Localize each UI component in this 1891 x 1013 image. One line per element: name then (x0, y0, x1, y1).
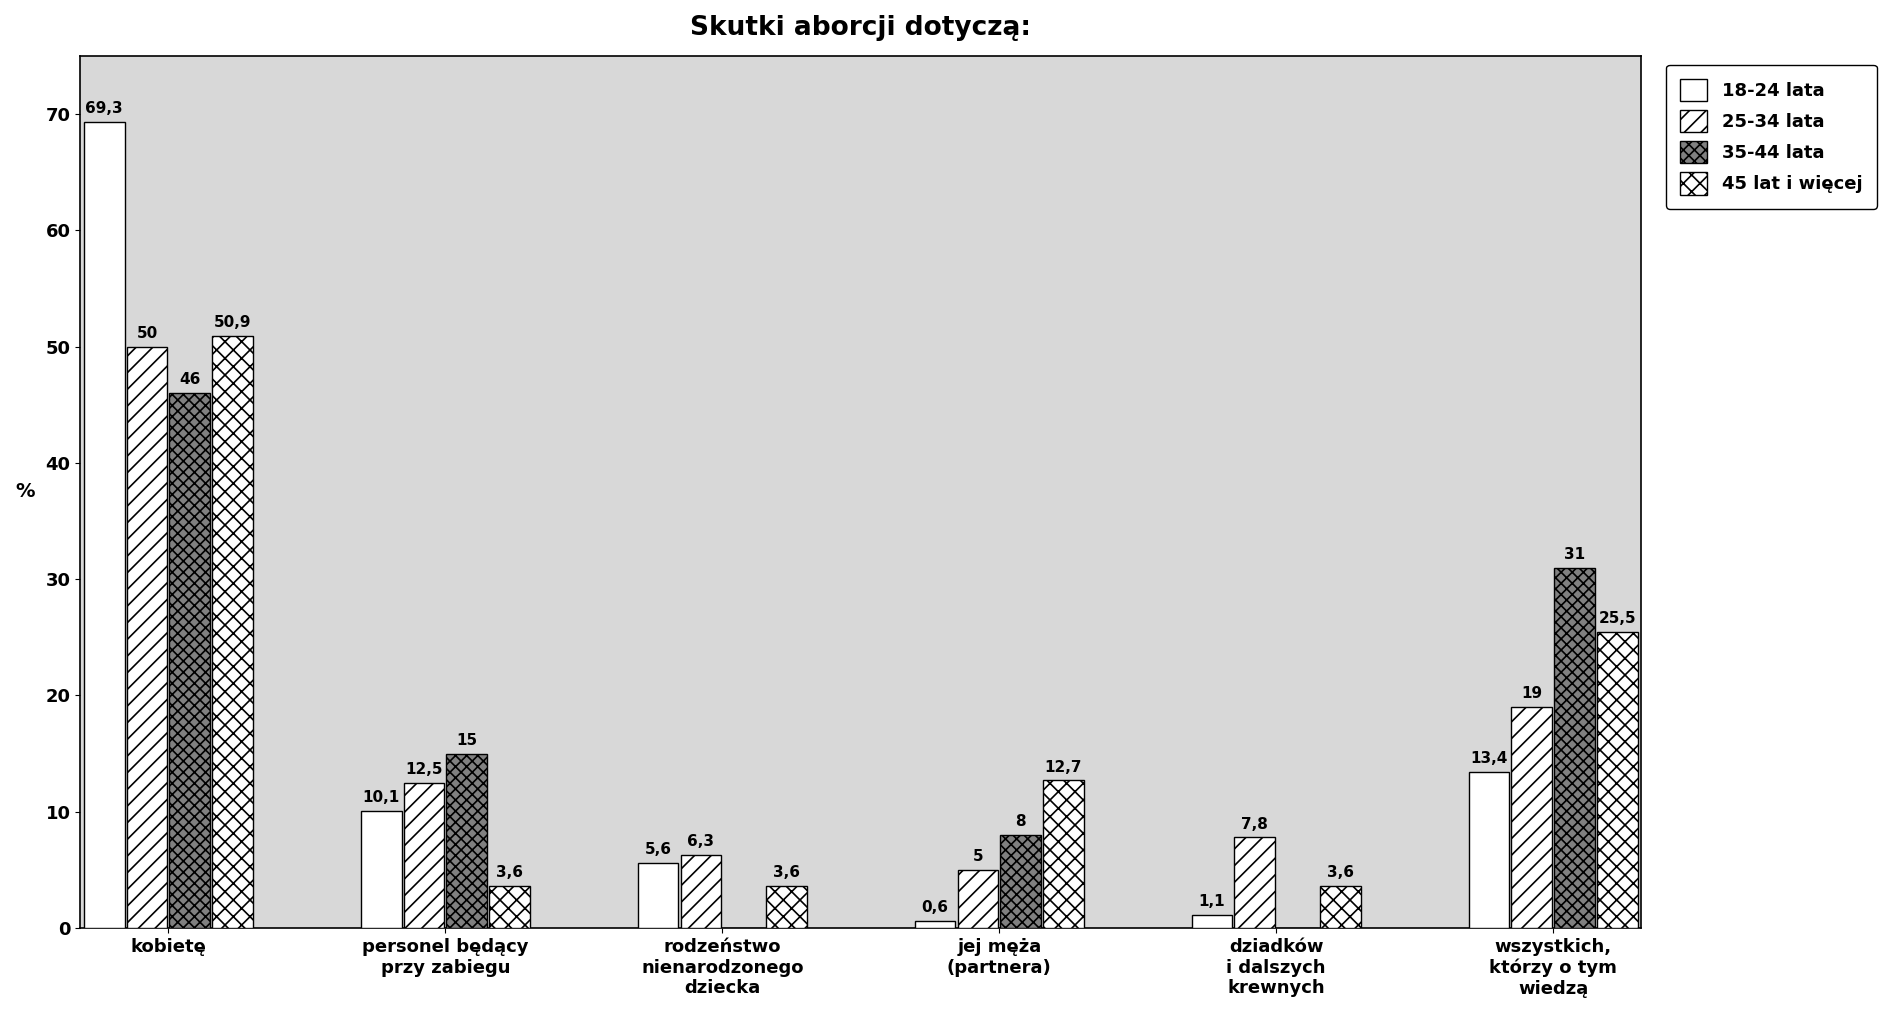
Text: 8: 8 (1015, 814, 1027, 830)
Bar (1469, 772, 1509, 928)
Text: 5: 5 (972, 849, 983, 864)
Text: 3,6: 3,6 (1327, 865, 1354, 880)
Bar (681, 855, 720, 928)
Bar (1044, 780, 1084, 928)
Bar (1598, 631, 1638, 928)
Bar (1511, 707, 1553, 928)
Bar (361, 810, 401, 928)
Text: 0,6: 0,6 (921, 901, 949, 916)
Text: 6,3: 6,3 (688, 834, 715, 849)
Bar (83, 123, 125, 928)
Legend: 18-24 lata, 25-34 lata, 35-44 lata, 45 lat i więcej: 18-24 lata, 25-34 lata, 35-44 lata, 45 l… (1666, 65, 1878, 209)
Text: 15: 15 (456, 732, 477, 748)
Y-axis label: %: % (15, 482, 34, 501)
Text: 25,5: 25,5 (1598, 611, 1636, 626)
Text: 31: 31 (1564, 547, 1585, 562)
Text: 5,6: 5,6 (645, 842, 671, 857)
Bar (1000, 835, 1040, 928)
Bar (637, 863, 679, 928)
Bar (403, 783, 444, 928)
Bar (127, 346, 168, 928)
Text: 46: 46 (180, 373, 200, 387)
Bar (212, 336, 253, 928)
Text: 1,1: 1,1 (1199, 894, 1225, 910)
Text: 50: 50 (136, 326, 157, 340)
Bar (1554, 567, 1594, 928)
Bar (766, 886, 807, 928)
Text: 7,8: 7,8 (1240, 816, 1269, 832)
Text: 12,7: 12,7 (1044, 760, 1082, 775)
Text: 13,4: 13,4 (1471, 752, 1507, 767)
Text: 3,6: 3,6 (773, 865, 800, 880)
Title: Skutki aborcji dotyczą:: Skutki aborcji dotyczą: (690, 15, 1031, 41)
Bar (446, 754, 488, 928)
Text: 50,9: 50,9 (214, 315, 252, 330)
Text: 12,5: 12,5 (405, 762, 442, 777)
Bar (1235, 838, 1275, 928)
Text: 10,1: 10,1 (363, 790, 399, 804)
Bar (170, 393, 210, 928)
Bar (490, 886, 529, 928)
Bar (1191, 916, 1233, 928)
Text: 69,3: 69,3 (85, 101, 123, 116)
Bar (957, 870, 998, 928)
Text: 19: 19 (1520, 686, 1543, 701)
Bar (915, 921, 955, 928)
Text: 3,6: 3,6 (495, 865, 524, 880)
Bar (1320, 886, 1362, 928)
